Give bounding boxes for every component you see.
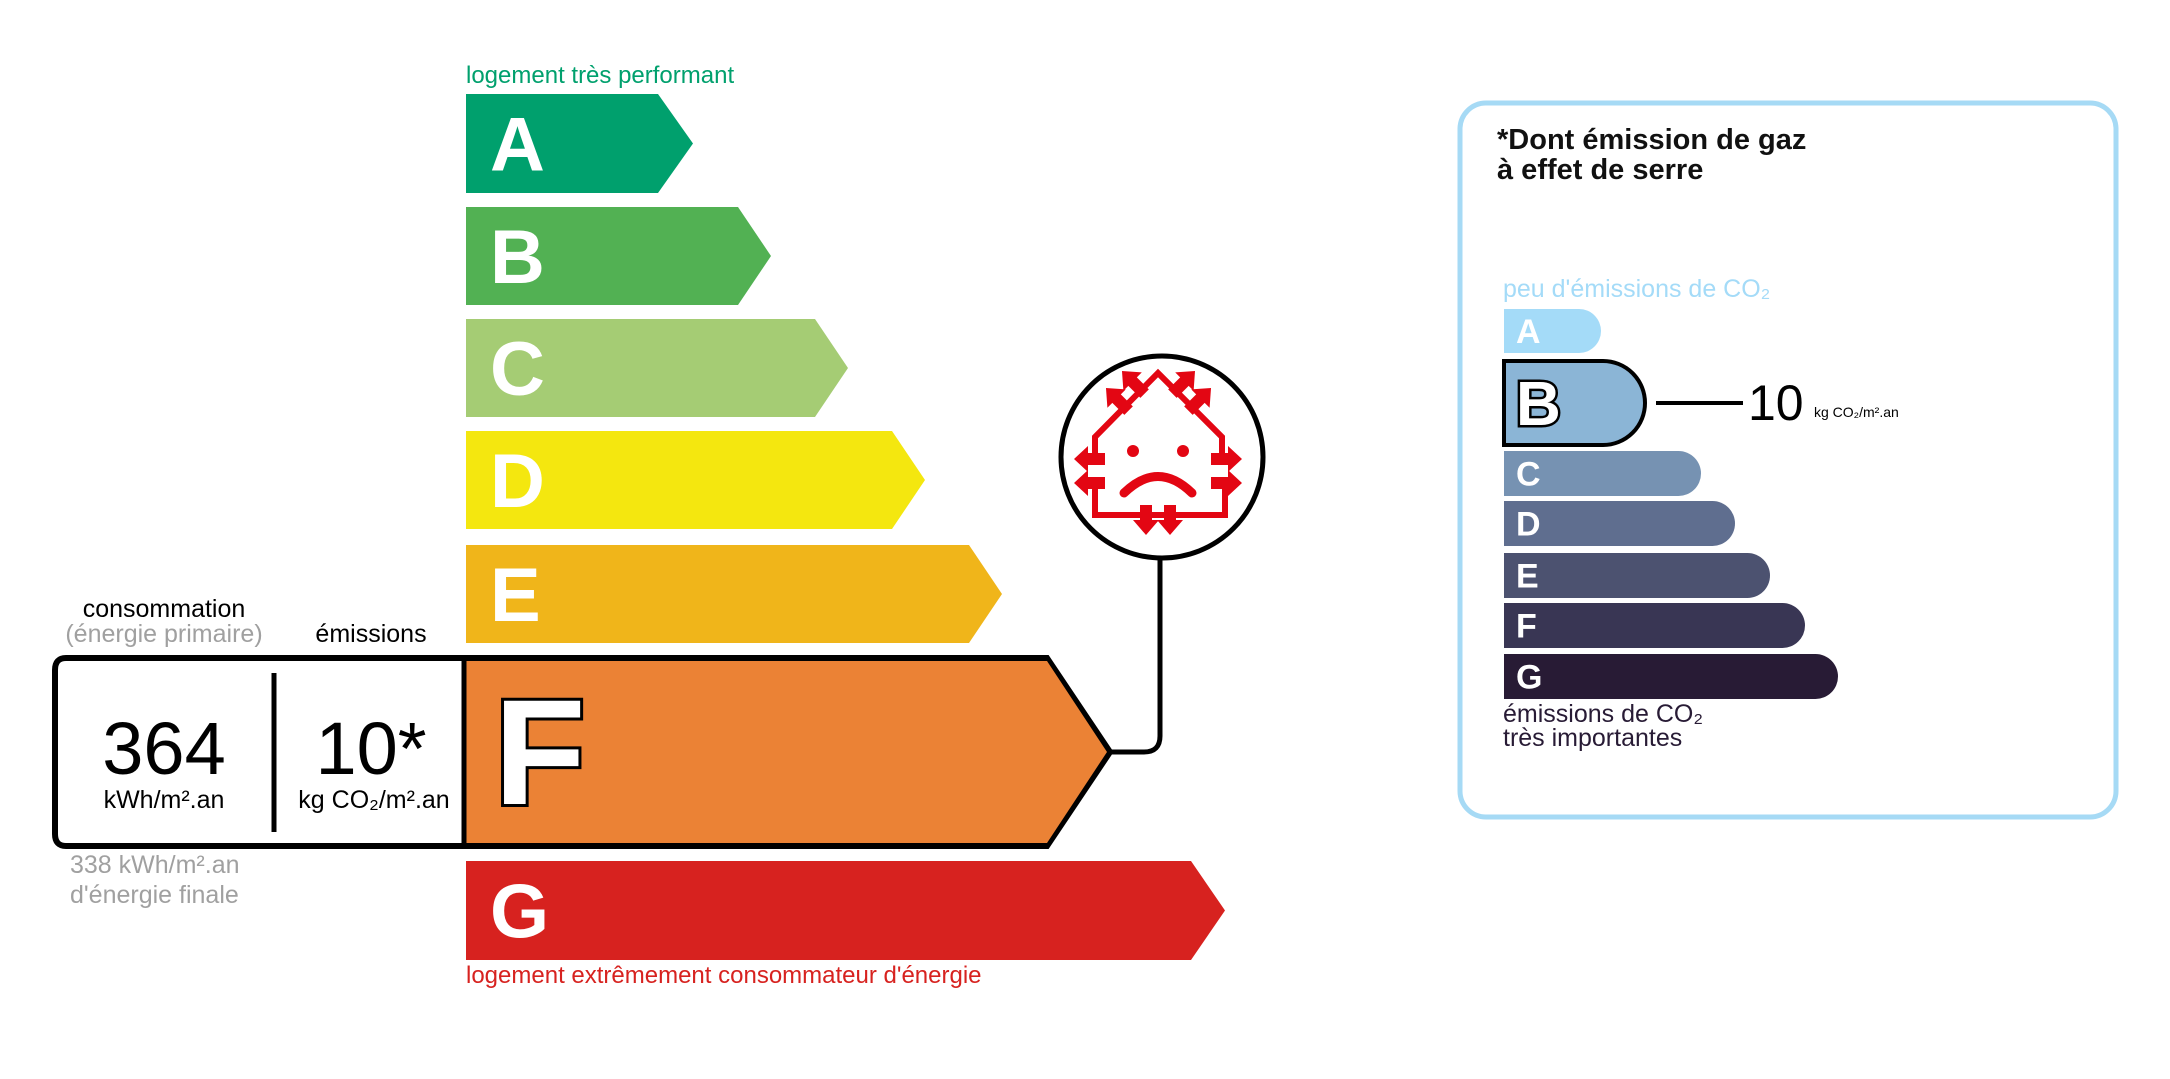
ges-class-letter: D (1516, 506, 1541, 544)
energy-class-letter: E (490, 553, 541, 638)
ges-title-line2: à effet de serre (1497, 154, 1704, 186)
energy-class-b: B (466, 207, 771, 305)
consumption-label: consommation (82, 595, 246, 623)
ges-class-b: B (1502, 359, 1647, 447)
energy-class-letter: F (494, 668, 586, 836)
ges-bottom-label-line2: très importantes (1503, 724, 1683, 752)
ges-top-label: peu d'émissions de CO₂ (1503, 275, 1771, 303)
badge-connector (1110, 557, 1163, 755)
ges-class-letter: B (1516, 370, 1561, 439)
ges-class-d: D (1504, 501, 1736, 546)
consumption-value: 364 (102, 707, 226, 790)
ges-class-letter: E (1516, 558, 1539, 596)
energy-top-label: logement très performant (466, 62, 735, 89)
ges-class-letter: C (1516, 456, 1541, 494)
final-energy-label: d'énergie finale (70, 881, 239, 909)
energy-bottom-label: logement extrêmement consommateur d'éner… (466, 962, 982, 989)
energy-class-letter: A (490, 103, 545, 188)
consumption-unit: kWh/m².an (103, 786, 225, 814)
energy-class-g: G (466, 861, 1225, 960)
ges-class-e: E (1504, 553, 1771, 598)
ges-bottom-label-line1: émissions de CO₂ (1503, 700, 1704, 728)
ges-class-a: A (1504, 309, 1601, 353)
ges-class-c: C (1504, 451, 1701, 496)
final-energy-value: 338 kWh/m².an (70, 851, 240, 879)
energy-class-letter: C (490, 327, 545, 412)
poorly-insulated-house-sad-face-icon (1058, 353, 1266, 561)
emissions-value: 10* (315, 707, 427, 790)
energy-class-letter: D (490, 439, 545, 524)
energy-class-a: A (466, 94, 693, 193)
ges-class-letter: A (1516, 313, 1541, 351)
energy-class-e: E (466, 545, 1002, 643)
ges-title-line1: *Dont émission de gaz (1497, 124, 1807, 156)
energy-class-letter: G (490, 870, 549, 955)
energy-class-c: C (466, 319, 848, 417)
ges-class-letter: G (1516, 659, 1542, 697)
ges-unit: kg CO₂/m².an (1814, 404, 1899, 420)
emissions-label: émissions (315, 620, 427, 648)
ges-class-letter: F (1516, 608, 1537, 646)
energy-class-f: F (52, 655, 1114, 849)
energy-class-d: D (466, 431, 925, 529)
ges-class-g: G (1504, 654, 1838, 699)
consumption-sublabel: (énergie primaire) (65, 620, 263, 648)
emissions-unit: kg CO₂/m².an (298, 786, 450, 814)
ges-class-f: F (1504, 603, 1805, 648)
ges-value: 10 (1748, 375, 1804, 431)
energy-class-letter: B (490, 215, 545, 300)
